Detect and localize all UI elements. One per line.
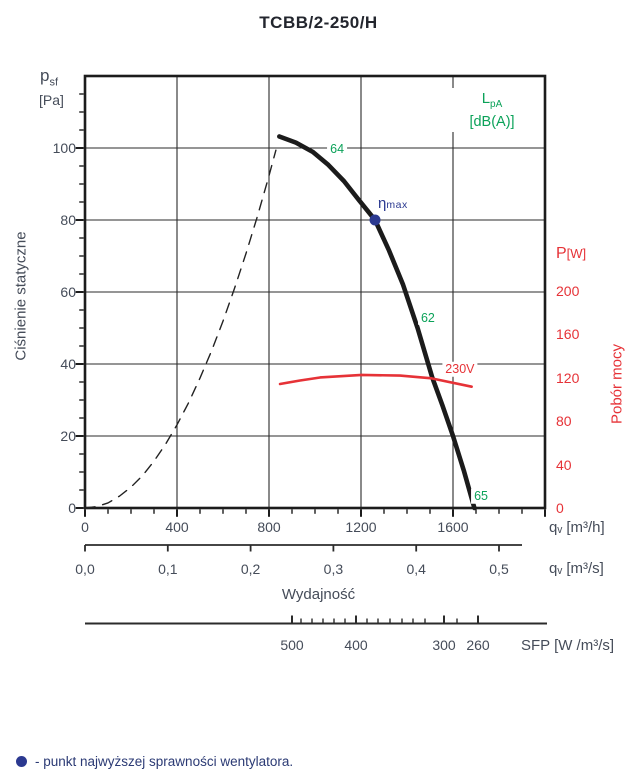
grid-line	[546, 1, 550, 323]
grid-line	[546, 1, 550, 432]
grid-line	[546, 1, 550, 356]
grid-line	[546, 1, 550, 453]
grid-line	[546, 2, 554, 378]
grid-line	[546, 2, 554, 465]
grid-line	[546, 1, 550, 367]
grid-line	[546, 1, 550, 399]
system-curve	[84, 149, 277, 509]
grid-line	[546, 1, 550, 475]
grid-line	[546, 1, 550, 388]
grid-line	[546, 2, 554, 508]
eta-max-point	[369, 214, 381, 226]
grid-line	[546, 2, 554, 334]
grid-line	[546, 1, 550, 410]
grid-line	[546, 2, 554, 291]
fan-curve	[277, 134, 477, 511]
grid-line	[546, 1, 550, 443]
grid-line	[546, 1, 550, 345]
grid-line	[546, 1, 550, 486]
plot-border	[83, 74, 547, 510]
power-curve	[278, 373, 473, 388]
grid-line	[546, 1, 550, 301]
grid-line	[546, 1, 550, 312]
grid-line	[546, 1, 550, 497]
grid-line	[546, 2, 554, 421]
